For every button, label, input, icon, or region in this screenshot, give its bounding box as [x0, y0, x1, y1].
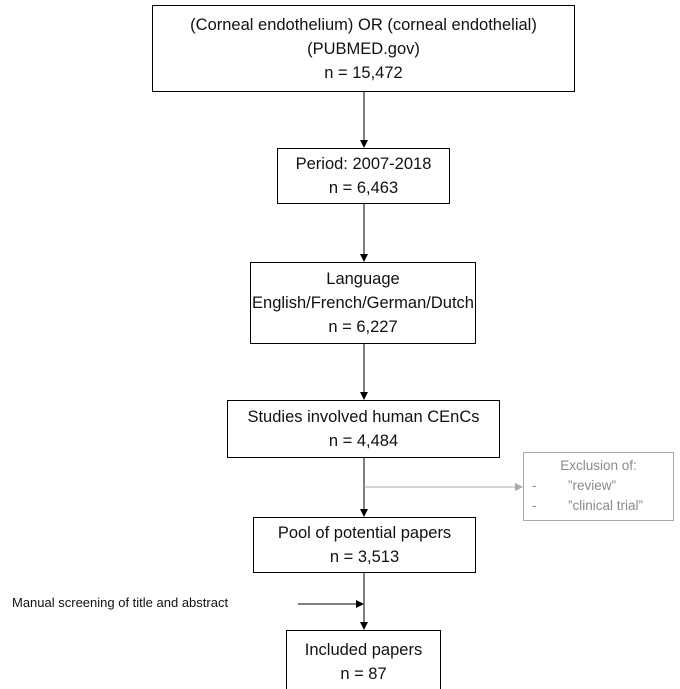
box-line: n = 6,227: [328, 318, 398, 336]
box-line: Included papers: [304, 640, 423, 659]
flow-box: Period: 2007-2018 n = 6,463: [277, 148, 450, 204]
box-line: n = 15,472: [324, 63, 403, 82]
box-line: Studies involved human CEnCs: [247, 408, 480, 426]
flow-box: Studies involved human CEnCs n = 4,484: [227, 400, 500, 458]
exclusion-title: Exclusion of:: [560, 458, 637, 473]
box-line: n = 4,484: [328, 432, 399, 450]
flow-box: Included papers n = 87: [286, 630, 441, 689]
exclusion-item: - ”review”: [524, 476, 673, 496]
box-line: n = 3,513: [329, 548, 400, 566]
flow-box: Pool of potential papers n = 3,513: [253, 517, 476, 573]
exclusion-text: ”clinical trial”: [568, 498, 644, 513]
flow-box: (Corneal endothelium) OR (corneal endoth…: [152, 5, 575, 92]
exclusion-text: ”review”: [568, 478, 617, 493]
box-line: Pool of potential papers: [277, 524, 452, 542]
box-line: n = 6,463: [328, 179, 399, 197]
box-line: (PUBMED.gov): [307, 39, 420, 58]
exclusion-box: Exclusion of: - ”review” - ”clinical trial…: [523, 452, 674, 521]
box-line: Language: [326, 270, 400, 288]
side-note: Manual screening of title and abstract: [12, 595, 229, 610]
box-line: n = 87: [340, 664, 387, 683]
box-line: Period: 2007-2018: [295, 155, 432, 173]
flow-box: Language English/French/German/Dutch n = 6…: [250, 262, 476, 344]
box-line: (Corneal endothelium) OR (corneal endoth…: [190, 15, 537, 34]
exclusion-item: - ”clinical trial”: [524, 496, 673, 516]
box-line: English/French/German/Dutch: [252, 294, 474, 312]
